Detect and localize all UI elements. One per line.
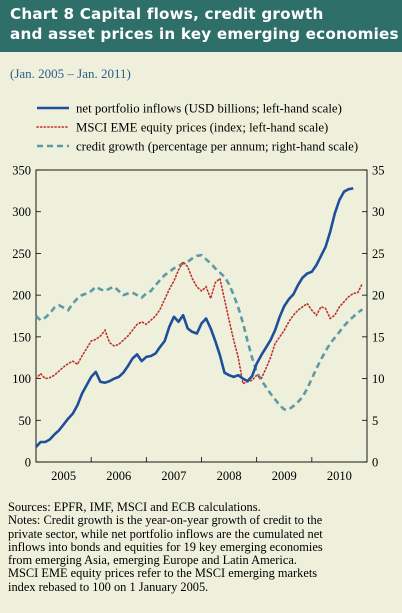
chart-subtitle: (Jan. 2005 – Jan. 2011) <box>10 66 131 81</box>
y-left-tick-label: 150 <box>12 330 31 344</box>
title-banner: Chart 8 Capital flows, credit growth and… <box>0 0 402 52</box>
chart-title-line-2: and asset prices in key emerging economi… <box>10 25 399 43</box>
x-tick-label: 2009 <box>272 469 297 483</box>
y-right-tick-label: 5 <box>372 414 378 428</box>
y-left-tick-label: 0 <box>25 456 31 470</box>
legend-label: credit growth (percentage per annum; rig… <box>76 140 358 154</box>
legend-label: net portfolio inflows (USD billions; lef… <box>76 102 342 116</box>
x-tick-label: 2008 <box>217 469 242 483</box>
y-right-tick-label: 10 <box>372 372 385 386</box>
x-tick-label: 2006 <box>106 469 131 483</box>
notes-line: MSCI EME equity prices refer to the MSCI… <box>8 566 318 581</box>
y-right-tick-label: 35 <box>372 164 385 178</box>
y-right-tick-label: 30 <box>372 205 385 219</box>
x-tick-label: 2010 <box>327 469 352 483</box>
series-line-dashed <box>35 253 364 411</box>
y-left-tick-label: 50 <box>19 414 32 428</box>
legend-label: MSCI EME equity prices (index; left-hand… <box>76 121 328 135</box>
series-line-solid <box>35 187 354 448</box>
chart-title-line-1: Chart 8 Capital flows, credit growth <box>10 5 324 23</box>
notes-line: from emerging Asia, emerging Europe and … <box>8 553 297 568</box>
y-left-tick-label: 100 <box>12 372 31 386</box>
y-right-tick-label: 20 <box>372 289 385 303</box>
y-left-tick-label: 200 <box>12 289 31 303</box>
y-right-tick-label: 0 <box>372 456 378 470</box>
line-chart: net portfolio inflows (USD billions; lef… <box>12 102 384 484</box>
chart-axes: 0 50 100 150 200 250 300 350 0 5 10 15 20 25 30 35 2005 2… <box>12 164 384 484</box>
y-right-tick-label: 25 <box>372 247 385 261</box>
notes-line: Notes: Credit growth is the year-on-year… <box>8 513 323 528</box>
y-left-tick-label: 250 <box>12 247 31 261</box>
notes-line: index rebased to 100 on 1 January 2005. <box>8 579 209 594</box>
sources-and-notes: Sources: EPFR, IMF, MSCI and ECB calcula… <box>8 500 396 594</box>
chart-series <box>35 187 364 448</box>
notes-line: inflows into bonds and equities for 19 k… <box>8 539 323 554</box>
sources-text: Sources: EPFR, IMF, MSCI and ECB calcula… <box>8 500 261 514</box>
y-left-tick-label: 300 <box>12 205 31 219</box>
legend: net portfolio inflows (USD billions; lef… <box>36 102 358 154</box>
y-left-tick-label: 350 <box>12 164 31 178</box>
x-tick-label: 2007 <box>161 469 186 483</box>
x-tick-label: 2005 <box>51 469 76 483</box>
notes-line: private sector, while net portfolio infl… <box>8 526 323 541</box>
y-right-tick-label: 15 <box>372 330 385 344</box>
series-line-dotted <box>35 260 364 385</box>
plot-frame <box>35 169 368 463</box>
